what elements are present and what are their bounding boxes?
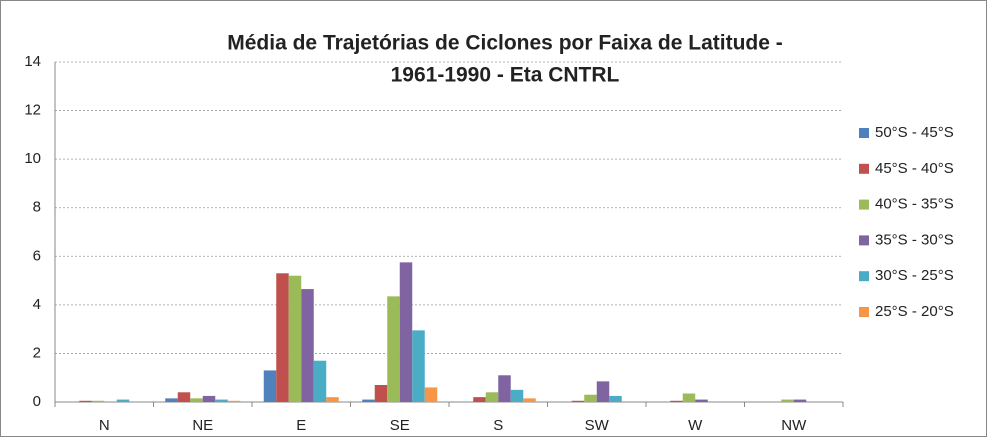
bar — [695, 399, 708, 402]
bar — [682, 393, 696, 402]
legend-swatch — [859, 199, 869, 210]
bar — [473, 397, 486, 402]
bar — [609, 395, 622, 402]
bar — [177, 392, 191, 402]
y-tick-label: 0 — [33, 393, 41, 410]
legend-swatch — [859, 128, 869, 138]
bar — [485, 392, 499, 402]
legend-swatch — [859, 163, 869, 174]
bar — [670, 400, 683, 402]
x-tick-label: NW — [781, 417, 807, 434]
bar — [116, 399, 130, 402]
bar — [165, 398, 178, 402]
legend-label: 50°S - 45°S — [875, 124, 954, 141]
bar — [227, 400, 241, 402]
bar — [571, 400, 585, 402]
y-tick-label: 4 — [33, 296, 41, 313]
bar — [91, 400, 105, 402]
legend-swatch — [859, 271, 869, 282]
bar — [596, 381, 610, 402]
bar — [202, 395, 216, 402]
bar — [793, 399, 807, 402]
legend-label: 40°S - 35°S — [875, 196, 954, 213]
y-tick-label: 6 — [33, 247, 41, 264]
x-tick-label: SE — [390, 417, 410, 434]
y-tick-label: 2 — [33, 344, 41, 361]
x-tick-label: N — [99, 417, 110, 434]
bar — [362, 399, 375, 402]
x-tick-label: E — [296, 417, 306, 434]
bar — [523, 398, 536, 402]
legend-label: 25°S - 20°S — [875, 303, 954, 320]
bar — [781, 399, 794, 402]
legend-label: 45°S - 40°S — [875, 160, 954, 177]
legend-label: 30°S - 25°S — [875, 267, 954, 284]
bar — [584, 394, 597, 402]
chart-title: 1961-1990 - Eta CNTRL — [391, 64, 620, 87]
bar — [301, 289, 314, 402]
bar — [374, 385, 388, 402]
bar — [326, 397, 339, 402]
bar — [313, 360, 327, 402]
y-tick-label: 14 — [24, 53, 41, 70]
bar — [412, 330, 425, 402]
bar — [288, 275, 302, 402]
bar — [79, 400, 92, 402]
x-tick-label: S — [493, 417, 503, 434]
bar — [399, 262, 413, 402]
bar — [424, 387, 438, 402]
y-tick-label: 8 — [33, 199, 41, 216]
legend-swatch — [859, 235, 869, 246]
legend-swatch — [859, 307, 869, 317]
legend-label: 35°S - 30°S — [875, 231, 954, 248]
y-tick-label: 12 — [24, 102, 41, 119]
bar — [263, 370, 277, 402]
bar — [190, 398, 203, 402]
bar — [276, 273, 289, 402]
x-tick-label: W — [688, 417, 703, 434]
bar — [498, 375, 511, 402]
bar — [215, 399, 228, 402]
y-tick-label: 10 — [24, 150, 41, 167]
chart-title: Média de Trajetórias de Ciclones por Fai… — [227, 32, 782, 55]
bar — [387, 296, 400, 402]
bar — [510, 389, 524, 402]
x-tick-label: SW — [585, 417, 610, 434]
x-tick-label: NE — [192, 417, 213, 434]
